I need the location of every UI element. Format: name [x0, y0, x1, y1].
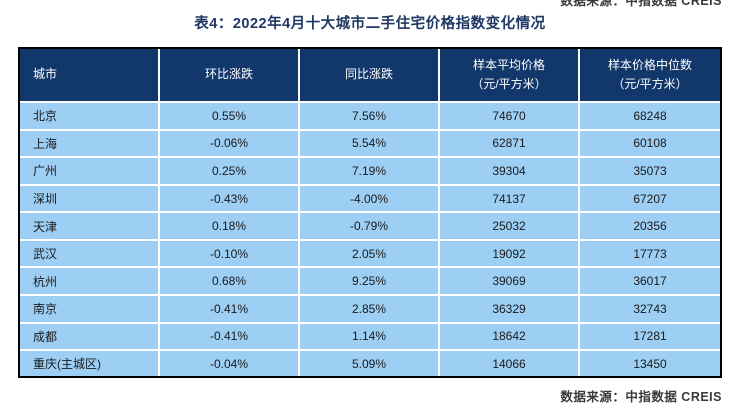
- cell-yoy-change: 7.56%: [300, 103, 440, 131]
- cell-city: 上海: [20, 130, 160, 159]
- price-index-table: 城市 环比涨跌 同比涨跌 样本平均价格 （元/平方米） 样本价格中位数 （元/平…: [20, 49, 720, 376]
- cell-median-price: 13450: [580, 351, 720, 376]
- cell-yoy-change: 7.19%: [300, 158, 440, 186]
- cell-median-price: 35073: [580, 158, 720, 186]
- column-header-median-price: 样本价格中位数 （元/平方米）: [580, 49, 720, 103]
- cell-mom-change: 0.25%: [160, 158, 300, 186]
- table-row: 上海 -0.06% 5.54% 62871 60108: [20, 130, 720, 159]
- cell-median-price: 68248: [580, 103, 720, 131]
- table-row: 成都 -0.41% 1.14% 18642 17281: [20, 323, 720, 352]
- cell-mom-change: 0.68%: [160, 268, 300, 297]
- cell-city: 南京: [20, 296, 160, 324]
- table-body: 北京 0.55% 7.56% 74670 68248 上海 -0.06% 5.5…: [20, 103, 720, 376]
- table-row: 广州 0.25% 7.19% 39304 35073: [20, 158, 720, 186]
- column-header-avg-price: 样本平均价格 （元/平方米）: [440, 49, 580, 103]
- table-row: 重庆(主城区) -0.04% 5.09% 14066 13450: [20, 351, 720, 376]
- cell-median-price: 36017: [580, 268, 720, 297]
- cell-median-price: 32743: [580, 296, 720, 324]
- cell-median-price: 20356: [580, 213, 720, 241]
- cell-yoy-change: -4.00%: [300, 185, 440, 214]
- cell-yoy-change: 9.25%: [300, 268, 440, 297]
- cell-city: 武汉: [20, 240, 160, 269]
- table-header-row: 城市 环比涨跌 同比涨跌 样本平均价格 （元/平方米） 样本价格中位数 （元/平…: [20, 49, 720, 103]
- cell-city: 成都: [20, 323, 160, 352]
- cell-median-price: 67207: [580, 185, 720, 214]
- table-title: 表4：2022年4月十大城市二手住宅价格指数变化情况: [194, 16, 546, 32]
- cell-median-price: 17773: [580, 240, 720, 269]
- cell-avg-price: 19092: [440, 240, 580, 269]
- cell-median-price: 17281: [580, 323, 720, 352]
- data-source-note: 数据来源：中指数据 CREIS: [560, 390, 722, 404]
- cell-city: 天津: [20, 213, 160, 241]
- cell-mom-change: 0.55%: [160, 103, 300, 131]
- cell-avg-price: 14066: [440, 351, 580, 376]
- cell-mom-change: 0.18%: [160, 213, 300, 241]
- cell-mom-change: -0.04%: [160, 351, 300, 376]
- cell-avg-price: 62871: [440, 130, 580, 159]
- cell-mom-change: -0.06%: [160, 130, 300, 159]
- cell-mom-change: -0.41%: [160, 323, 300, 352]
- table-row: 北京 0.55% 7.56% 74670 68248: [20, 103, 720, 131]
- cell-mom-change: -0.43%: [160, 185, 300, 214]
- cell-yoy-change: -0.79%: [300, 213, 440, 241]
- cell-median-price: 60108: [580, 130, 720, 159]
- cell-yoy-change: 2.85%: [300, 296, 440, 324]
- cell-avg-price: 39304: [440, 158, 580, 186]
- cell-avg-price: 25032: [440, 213, 580, 241]
- cell-avg-price: 39069: [440, 268, 580, 297]
- cell-city: 杭州: [20, 268, 160, 297]
- column-header-city: 城市: [20, 49, 160, 103]
- table-row: 武汉 -0.10% 2.05% 19092 17773: [20, 240, 720, 269]
- cell-yoy-change: 5.54%: [300, 130, 440, 159]
- top-source-clipped-text: 数据来源：中指数据 CREIS: [560, 0, 722, 8]
- cell-city: 广州: [20, 158, 160, 186]
- table-row: 深圳 -0.43% -4.00% 74137 67207: [20, 185, 720, 214]
- cell-yoy-change: 1.14%: [300, 323, 440, 352]
- column-header-mom-change: 环比涨跌: [160, 49, 300, 103]
- cell-mom-change: -0.41%: [160, 296, 300, 324]
- table-row: 南京 -0.41% 2.85% 36329 32743: [20, 296, 720, 324]
- price-index-table-container: 城市 环比涨跌 同比涨跌 样本平均价格 （元/平方米） 样本价格中位数 （元/平…: [18, 47, 722, 378]
- cell-mom-change: -0.10%: [160, 240, 300, 269]
- cell-city: 深圳: [20, 185, 160, 214]
- cell-avg-price: 36329: [440, 296, 580, 324]
- cell-city: 北京: [20, 103, 160, 131]
- table-row: 天津 0.18% -0.79% 25032 20356: [20, 213, 720, 241]
- cell-yoy-change: 2.05%: [300, 240, 440, 269]
- cell-city: 重庆(主城区): [20, 351, 160, 376]
- table-row: 杭州 0.68% 9.25% 39069 36017: [20, 268, 720, 297]
- cell-avg-price: 74670: [440, 103, 580, 131]
- cell-avg-price: 18642: [440, 323, 580, 352]
- cell-yoy-change: 5.09%: [300, 351, 440, 376]
- column-header-yoy-change: 同比涨跌: [300, 49, 440, 103]
- cell-avg-price: 74137: [440, 185, 580, 214]
